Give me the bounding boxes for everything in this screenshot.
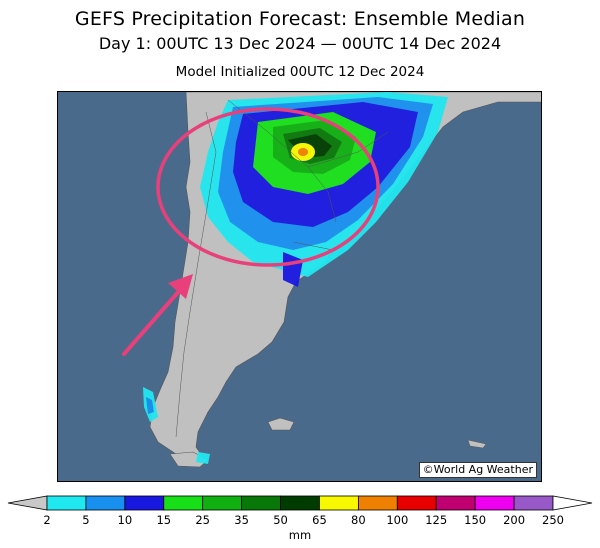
colorbar-under-triangle (7, 495, 48, 511)
colorbar-segment (319, 495, 359, 511)
colorbar-tick-label: 250 (542, 513, 564, 527)
land-south-georgia (467, 439, 487, 449)
forecast-period: Day 1: 00UTC 13 Dec 2024 — 00UTC 14 Dec … (98, 34, 502, 53)
colorbar-segment (124, 495, 165, 511)
colorbar-segment (280, 495, 320, 511)
colorbar-segment (396, 495, 437, 511)
colorbar-segment (202, 495, 243, 511)
colorbar-tick-label: 2 (43, 513, 51, 527)
colorbar-tick-label: 50 (273, 513, 288, 527)
colorbar-segment (163, 495, 204, 511)
map-title: GEFS Precipitation Forecast: Ensemble Me… (74, 8, 526, 30)
copyright-credit: ©World Ag Weather (418, 462, 537, 478)
colorbar-segment (241, 495, 281, 511)
highlight-ellipse (156, 107, 380, 267)
precipitation-map: ©World Ag Weather (57, 91, 542, 482)
colorbar-tick-label: 35 (234, 513, 249, 527)
colorbar-segment (46, 495, 87, 511)
colorbar (7, 495, 593, 511)
colorbar-tick-label: 65 (312, 513, 327, 527)
colorbar-segment (435, 495, 476, 511)
colorbar-tick-label: 200 (503, 513, 526, 527)
colorbar-tick-label: 5 (82, 513, 90, 527)
colorbar-tick-label: 15 (156, 513, 172, 527)
colorbar-over-triangle (552, 495, 593, 511)
colorbar-segment (357, 495, 398, 511)
land-falkland-islands (267, 417, 295, 431)
colorbar-tick-label: 25 (195, 513, 211, 527)
colorbar-segment (513, 495, 554, 511)
colorbar-tick-label: 10 (117, 513, 133, 527)
country-borders (175, 99, 389, 438)
colorbar-segment (474, 495, 515, 511)
colorbar-tick-label: 150 (464, 513, 487, 527)
colorbar-tick-label: 125 (425, 513, 448, 527)
colorbar-segment (85, 495, 126, 511)
annotation-arrow (122, 274, 193, 356)
colorbar-tick-label: 80 (351, 513, 366, 527)
colorbar-units: mm (288, 528, 312, 542)
colorbar-tick-label: 100 (386, 513, 409, 527)
model-init-time: Model Initialized 00UTC 12 Dec 2024 (175, 64, 425, 80)
